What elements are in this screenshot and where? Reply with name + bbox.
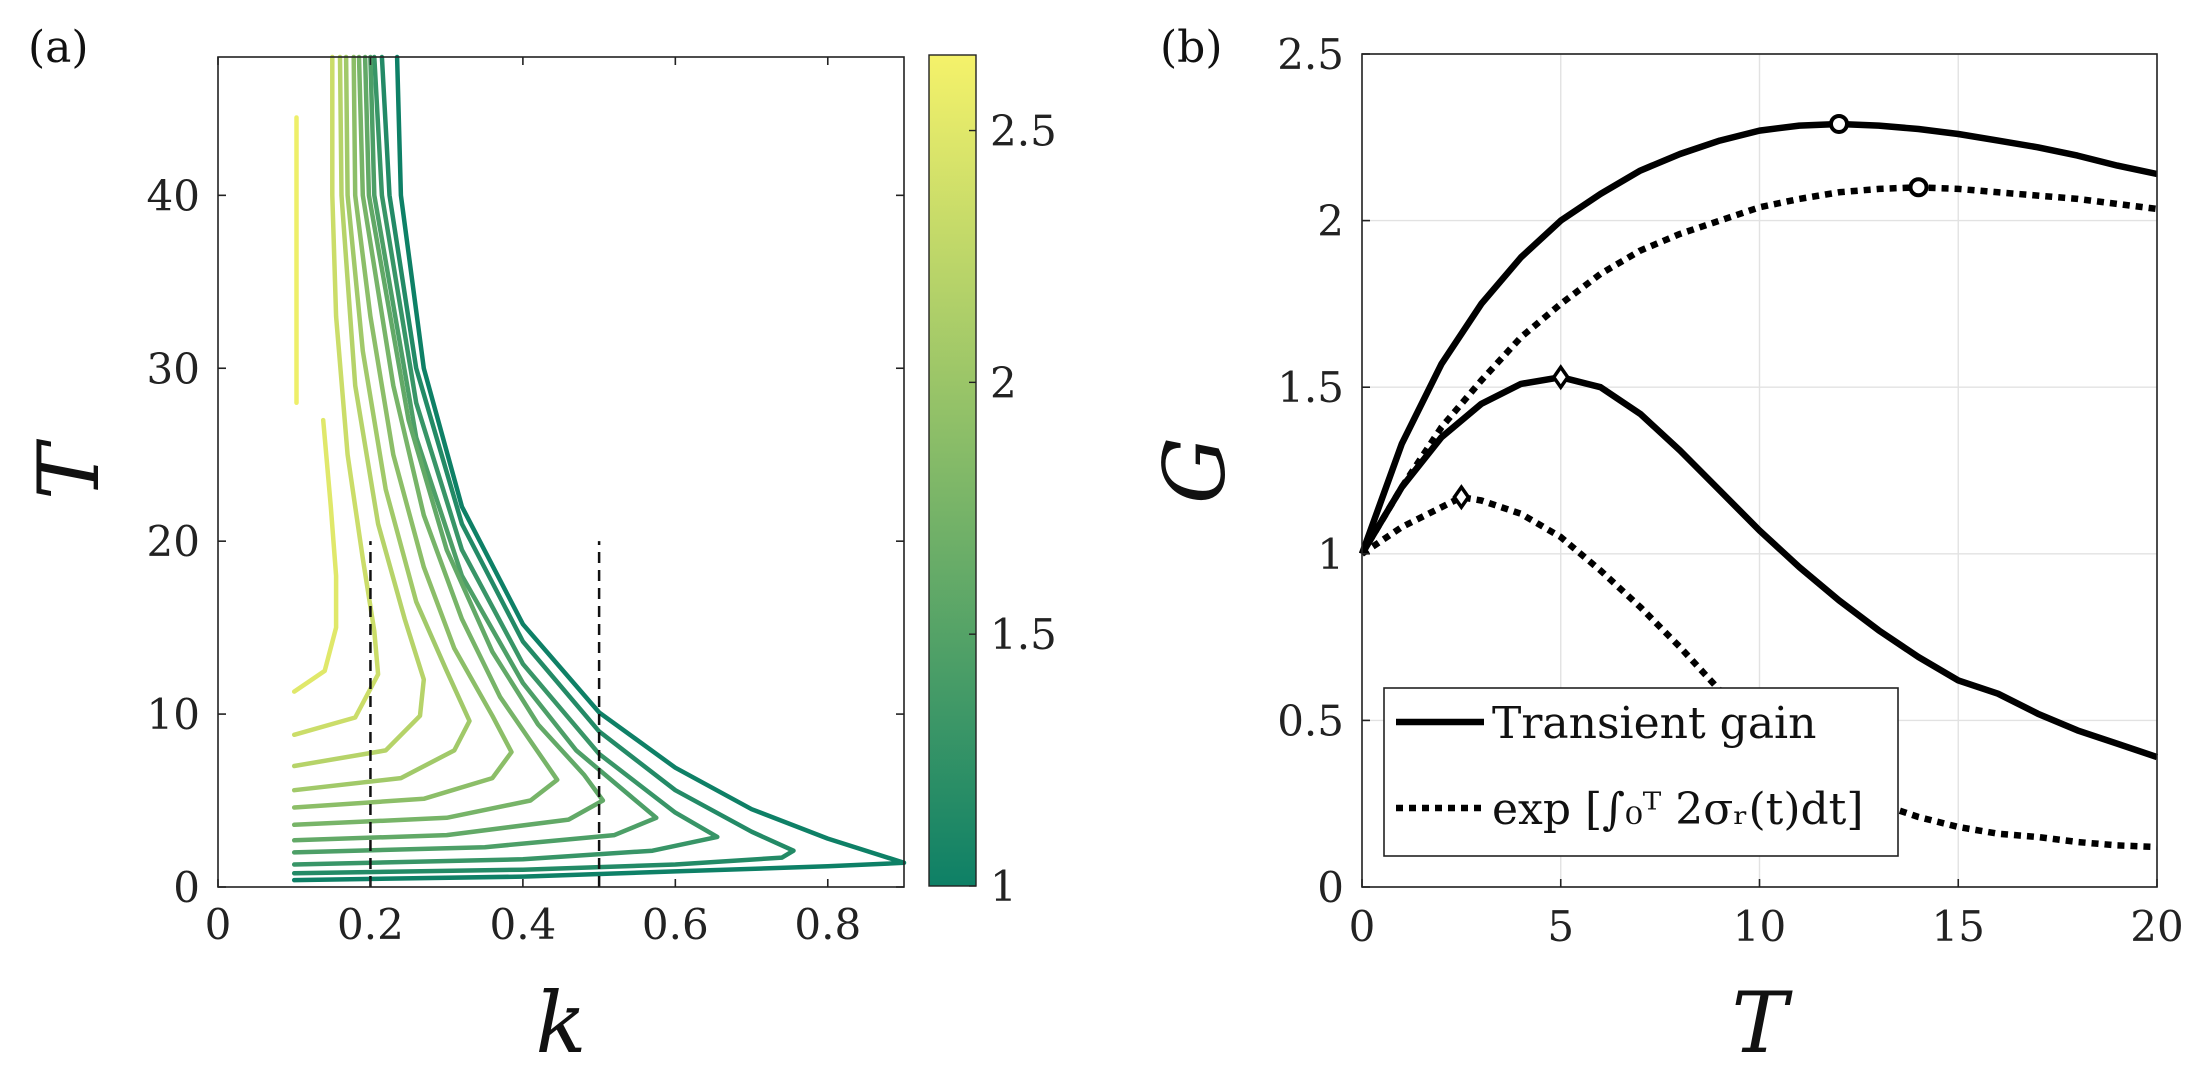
y-tick-label: 40 (147, 171, 200, 220)
series-line-2 (1359, 373, 2159, 761)
y-tick-label: 1.5 (1277, 363, 1344, 412)
contour-line-7 (291, 54, 472, 793)
x-tick-label: 15 (1932, 902, 1985, 951)
panel-label-b: (b) (1160, 22, 1223, 73)
contour-line-0 (291, 54, 907, 883)
y-tick-label: 0.5 (1277, 696, 1344, 745)
y-tick-label: 0 (1317, 863, 1344, 912)
y-tick-label: 10 (147, 690, 200, 739)
contour-line-6 (291, 54, 514, 810)
contour-plot-panel: 0 0.2 0.4 0.6 0.8 0 10 20 30 40 k T (20, 54, 907, 1072)
x-tick-label: 0.2 (337, 900, 404, 949)
axes-frame-a (217, 56, 905, 888)
y-tick-label: 30 (147, 344, 200, 393)
x-axis-label: k (536, 974, 587, 1072)
y-tick-label: 2 (1317, 197, 1344, 246)
gain-plot-panel: 0 5 10 15 20 0 0.5 1 1.5 2 2.5 T G Transient gain exp … (1146, 30, 2184, 1072)
colorbar: 1 1.5 2 2.5 (928, 54, 1057, 911)
colorbar-tick-label: 1 (990, 862, 1017, 911)
colorbar-tick-label: 1.5 (990, 610, 1057, 659)
diamond-marker (1551, 364, 1570, 391)
contour-line-4 (291, 54, 606, 843)
legend-label-transient-gain: Transient gain (1492, 698, 1816, 749)
x-tick-label: 0.8 (794, 900, 861, 949)
contour-lines (291, 54, 907, 883)
colorbar-tick-label: 2.5 (990, 107, 1057, 156)
contour-line-5 (291, 54, 560, 828)
colorbar-gradient (928, 54, 977, 887)
x-tick-label: 0.6 (642, 900, 709, 949)
contour-line-8 (291, 54, 427, 769)
legend-label-exp-integral: exp [∫₀ᵀ 2σᵣ(t)dt] (1492, 784, 1864, 835)
y-axis-label: T (20, 438, 118, 500)
y-tick-label: 0 (173, 863, 200, 912)
series-line-0 (1358, 120, 2158, 555)
x-tick-label: 0.4 (489, 900, 556, 949)
diamond-marker (1452, 484, 1471, 511)
x-tick-label: 0 (1349, 902, 1376, 951)
contour-line-1 (291, 54, 796, 876)
circle-marker (1829, 113, 1849, 134)
panel-label-a: (a) (28, 22, 89, 73)
circle-marker (1908, 177, 1929, 198)
contour-line-10 (291, 417, 339, 694)
colorbar-tick-label: 2 (990, 358, 1017, 407)
legend: Transient gain exp [∫₀ᵀ 2σᵣ(t)dt] (1383, 687, 1899, 857)
y-tick-label: 2.5 (1277, 30, 1344, 79)
y-tick-label: 1 (1317, 530, 1344, 579)
y-tick-label: 20 (147, 517, 200, 566)
x-axis-label: T (1731, 974, 1793, 1072)
series-line-1 (1359, 184, 2158, 556)
x-tick-label: 0 (205, 900, 232, 949)
y-axis-label: G (1146, 437, 1244, 504)
x-tick-label: 20 (2130, 902, 2183, 951)
legend-box (1383, 687, 1899, 857)
x-tick-label: 10 (1733, 902, 1786, 951)
x-tick-label: 5 (1547, 902, 1574, 951)
contour-line-9 (291, 54, 381, 738)
contour-line-3 (291, 54, 659, 855)
